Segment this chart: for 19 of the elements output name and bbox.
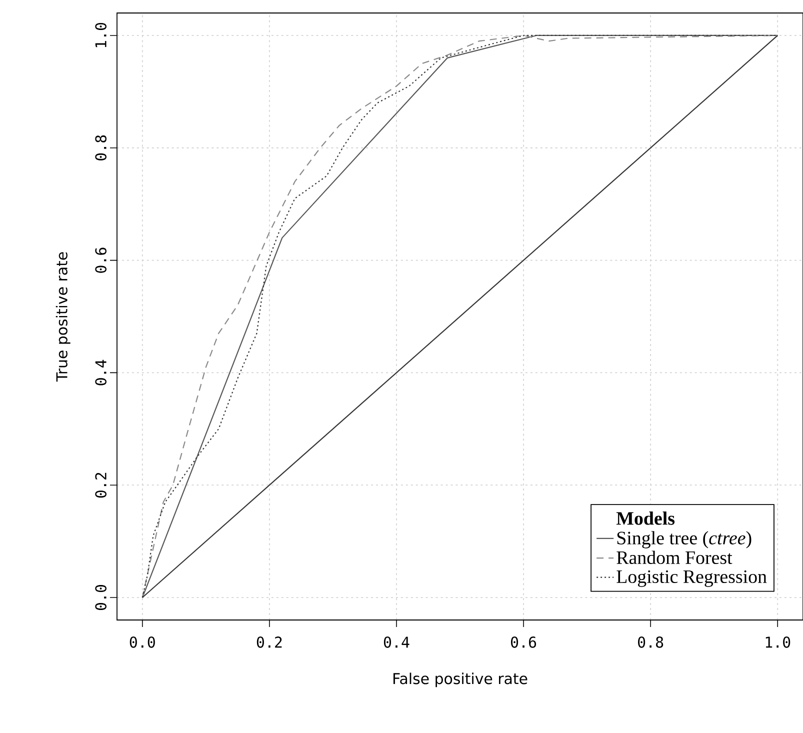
y-axis-title: True positive rate — [56, 252, 70, 382]
x-tick-label: 0.8 — [638, 636, 664, 648]
y-tick-label: 0.6 — [95, 248, 106, 273]
y-tick-label: 0.0 — [95, 585, 106, 610]
line-series — [142, 34, 778, 598]
y-tick-label: 1.0 — [95, 22, 106, 48]
legend-label: Single tree (ctree) — [617, 531, 752, 548]
y-tick-label: 0.4 — [95, 360, 106, 386]
x-axis-title: False positive rate — [393, 672, 528, 688]
x-tick-label: 0.4 — [384, 636, 410, 648]
x-tick-label: 0.2 — [256, 636, 282, 648]
legend-label: Logistic Regression — [616, 570, 767, 587]
x-tick-label: 0.6 — [510, 636, 536, 648]
x-tick-label: 1.0 — [766, 636, 790, 648]
y-tick-label: 0.2 — [95, 472, 106, 498]
x-tick-label: 0.0 — [130, 636, 155, 648]
legend-label: Random Forest — [616, 550, 732, 564]
legend-title: Models — [616, 512, 675, 525]
y-tick-label: 0.8 — [95, 135, 106, 160]
